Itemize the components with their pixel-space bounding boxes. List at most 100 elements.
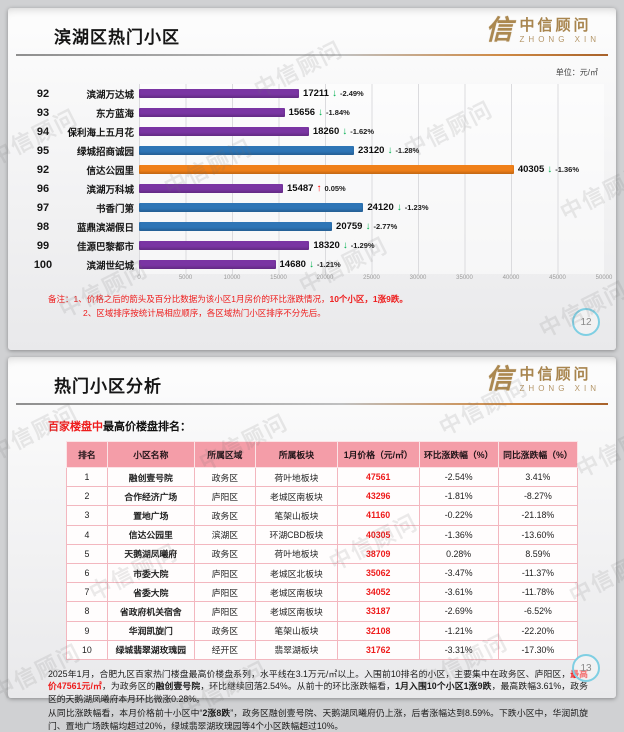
table-cell: 翡翠湖板块: [255, 639, 338, 660]
bar-value: 18260: [312, 126, 340, 137]
logo-brand-cn: 中信顾问: [519, 366, 592, 384]
table-cell: 老城区北板块: [255, 562, 338, 584]
table-cell: -8.27%: [497, 486, 579, 507]
chart-row: 95 绿城招商诚园 23120 ↓ -1.28%: [26, 141, 604, 160]
arrow-down-icon: ↓: [396, 201, 402, 213]
bar-value: 40305: [517, 164, 545, 175]
table-cell: 3: [66, 505, 108, 526]
slide1-header: 滨湖区热门小区 信 中信顾问 ZHONG XIN: [8, 8, 616, 58]
table-cell: 老城区南板块: [255, 582, 338, 603]
bar-rank: 95: [36, 144, 50, 157]
axis-tick-label: 45000: [549, 275, 566, 281]
bar-change-percent: -2.49%: [339, 89, 364, 98]
table-cell: 4: [66, 524, 108, 545]
chart-row: 99 佳源巴黎都市 18320 ↓ -1.29%: [26, 236, 604, 255]
chart-x-axis: 0 5000 10000 15000 20000 25000 30000 35000 40000…: [137, 274, 612, 285]
bar-value: 18320: [313, 240, 340, 251]
table-cell: 3.41%: [497, 466, 579, 488]
table-cell: -17.30%: [497, 639, 579, 660]
arrow-up-icon: ↑: [316, 182, 322, 194]
table-cell: -11.78%: [497, 582, 579, 603]
bar: [139, 203, 364, 212]
table-row: 5 天鹅湖凤曦府 政务区 荷叶地板块 38709 0.28% 8.59%: [66, 543, 579, 564]
subtitle-highlight: 百家楼盘中: [48, 421, 103, 433]
bar-value-group: 24120 ↓ -1.23%: [367, 202, 428, 213]
bar-track: 24120 ↓ -1.23%: [139, 198, 604, 217]
table-cell: 环湖CBD板块: [255, 524, 338, 545]
text-segment: 10个小区，1涨9跌。: [329, 294, 408, 304]
bar-rank: 92: [36, 163, 50, 176]
table-cell: 43296: [336, 486, 420, 507]
axis-tick-label: 25000: [363, 275, 380, 281]
table-cell: 老城区南板块: [255, 486, 338, 507]
table-header-cell: 环比涨跌幅（%）: [418, 441, 499, 468]
page-number-badge: 12: [572, 308, 600, 336]
bar-change-percent: 0.05%: [324, 184, 346, 193]
bar-value: 17211: [303, 88, 329, 99]
bar-track: 20759 ↓ -2.77%: [139, 217, 604, 236]
arrow-down-icon: ↓: [342, 239, 348, 251]
bar-rank: 94: [36, 125, 50, 138]
bar-value-group: 14680 ↓ -1.21%: [280, 259, 341, 270]
table-cell: 华润凯旋门: [106, 620, 195, 641]
text-segment: 融创壹号院: [155, 681, 201, 692]
bar-track: 17211 ↓ -2.49%: [139, 84, 604, 103]
table-cell: 合作经济广场: [106, 486, 195, 507]
slide-hot-community-analysis: 热门小区分析 信 中信顾问 ZHONG XIN 百家楼盘中最高价楼盘排名： 排名…: [8, 357, 616, 731]
table-cell: 置地广场: [106, 505, 195, 526]
table-cell: 34052: [336, 582, 420, 603]
table-cell: 5: [66, 543, 108, 564]
bar-change-percent: -1.23%: [404, 203, 429, 212]
table-cell: -3.31%: [418, 639, 499, 660]
bar-value-group: 20759 ↓ -2.77%: [336, 221, 397, 232]
table-cell: -0.22%: [418, 505, 499, 526]
arrow-down-icon: ↓: [387, 144, 393, 156]
table-header-cell: 排名: [66, 441, 108, 468]
table-cell: 天鹅湖凤曦府: [106, 543, 195, 564]
chart-row: 98 蓝鼎滨湖假日 20759 ↓ -2.77%: [26, 217, 604, 236]
bar-rank: 93: [36, 106, 50, 119]
table-cell: 笔架山板块: [255, 620, 338, 641]
axis-tick-label: 10000: [223, 275, 241, 281]
bar-community-label: 东方蓝海: [95, 108, 134, 120]
bar-rank: 92: [36, 87, 50, 100]
text-segment: ，为政务区的: [101, 681, 156, 692]
bar-change-percent: -1.84%: [326, 108, 350, 117]
logo-brand-cn: 中信顾问: [519, 17, 592, 35]
bar-community-label: 滨湖万达城: [86, 89, 134, 101]
logo-glyph-icon: 信: [485, 364, 513, 395]
ranking-table-body: 1 融创壹号院 政务区 荷叶地板块 47561 -2.54% 3.41% 2 合作经济广场 庐阳区…: [66, 466, 579, 660]
table-cell: 省政府机关宿舍: [106, 601, 195, 622]
bar: [139, 146, 355, 155]
bar-chart-rows: 92 滨湖万达城 17211 ↓ -2.49% 93 东方蓝海 15656 ↓ -1.84% 94 保…: [26, 84, 604, 274]
table-cell: -1.81%: [418, 486, 499, 507]
bar: [139, 222, 333, 231]
bar-value: 24120: [367, 202, 394, 213]
table-cell: 政务区: [193, 620, 257, 641]
table-cell: 38709: [336, 543, 420, 564]
table-cell: 政务区: [193, 543, 257, 564]
logo-text: 中信顾问 ZHONG XIN: [520, 366, 600, 392]
table-cell: 8.59%: [497, 543, 579, 564]
table-cell: -3.61%: [418, 582, 499, 603]
table-cell: -1.21%: [418, 620, 499, 641]
bar-community-label: 滨湖万科城: [86, 184, 134, 196]
logo-text: 中信顾问 ZHONG XIN: [520, 17, 600, 43]
bar-value-group: 23120 ↓ -1.28%: [358, 145, 419, 156]
chart-row: 96 滨湖万科城 15487 ↑ 0.05%: [26, 179, 604, 198]
bar-rank: 96: [36, 182, 50, 195]
table-cell: 33187: [336, 601, 420, 622]
table-cell: 庐阳区: [193, 562, 257, 584]
table-cell: 35062: [336, 562, 420, 584]
bar-change-percent: -1.62%: [350, 127, 374, 136]
chart-row: 92 信达公园里 40305 ↓ -1.36%: [26, 160, 604, 179]
bar-change-percent: -1.21%: [316, 260, 341, 269]
table-cell: -2.69%: [418, 601, 499, 622]
table-cell: 6: [66, 562, 108, 584]
bar-track: 15656 ↓ -1.84%: [139, 103, 604, 122]
table-cell: 庐阳区: [193, 582, 257, 603]
text-segment: 2涨8跌: [202, 708, 231, 719]
table-row: 2 合作经济广场 庐阳区 老城区南板块 43296 -1.81% -8.27%: [66, 486, 579, 507]
bar: [139, 260, 276, 269]
bar: [139, 184, 284, 193]
